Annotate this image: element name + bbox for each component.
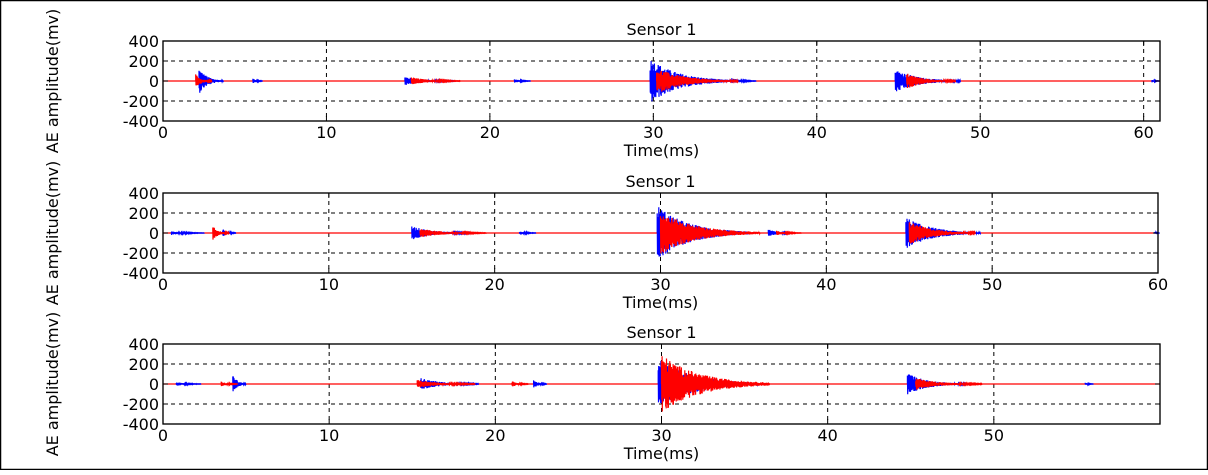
x-axis-label: Time(ms): [623, 141, 700, 160]
x-tick-label: 40: [816, 275, 836, 294]
x-tick-label: 50: [982, 275, 1002, 294]
y-tick-label: 0: [149, 375, 159, 394]
x-tick-label: 0: [158, 426, 168, 445]
x-axis-label: Time(ms): [623, 444, 700, 463]
y-tick-label: -200: [123, 244, 159, 263]
x-tick-label: 40: [807, 123, 827, 142]
y-tick-label: -400: [123, 112, 159, 131]
y-tick-label: -400: [123, 264, 159, 283]
x-tick-label: 30: [643, 123, 663, 142]
signal-series-red: [195, 70, 957, 92]
x-tick-label: 0: [158, 275, 168, 294]
x-tick-label: 10: [319, 426, 339, 445]
y-axis-label: AE amplitude(mv): [43, 161, 62, 306]
x-tick-label: 20: [485, 426, 505, 445]
x-tick-label: 20: [480, 123, 500, 142]
y-tick-label: -200: [123, 92, 159, 111]
x-tick-label: 30: [651, 426, 671, 445]
signal-series-red: [212, 216, 977, 254]
x-axis-label: Time(ms): [622, 293, 699, 312]
x-tick-label: 30: [650, 275, 670, 294]
y-tick-label: 200: [128, 204, 159, 223]
x-tick-label: 0: [158, 123, 168, 142]
x-tick-label: 10: [319, 275, 339, 294]
y-tick-label: 200: [128, 355, 159, 374]
y-axis-label: AE amplitude(mv): [43, 312, 62, 457]
y-tick-label: 400: [128, 335, 159, 354]
x-tick-label: 60: [1148, 275, 1168, 294]
y-tick-label: 400: [128, 32, 159, 51]
x-tick-label: 10: [316, 123, 336, 142]
x-tick-label: 50: [984, 426, 1004, 445]
y-tick-label: -400: [123, 415, 159, 434]
y-tick-label: -200: [123, 395, 159, 414]
x-tick-label: 50: [970, 123, 990, 142]
y-tick-label: 0: [149, 224, 159, 243]
chart-title: Sensor 1: [626, 20, 696, 39]
y-tick-label: 400: [128, 184, 159, 203]
x-tick-label: 40: [817, 426, 837, 445]
y-tick-label: 200: [128, 52, 159, 71]
chart-title: Sensor 1: [625, 172, 695, 191]
y-tick-label: 0: [149, 72, 159, 91]
x-tick-label: 20: [484, 275, 504, 294]
signal-series-red: [220, 356, 983, 412]
y-axis-label: AE amplitude(mv): [43, 9, 62, 154]
chart-title: Sensor 1: [626, 323, 696, 342]
x-tick-label: 60: [1133, 123, 1153, 142]
